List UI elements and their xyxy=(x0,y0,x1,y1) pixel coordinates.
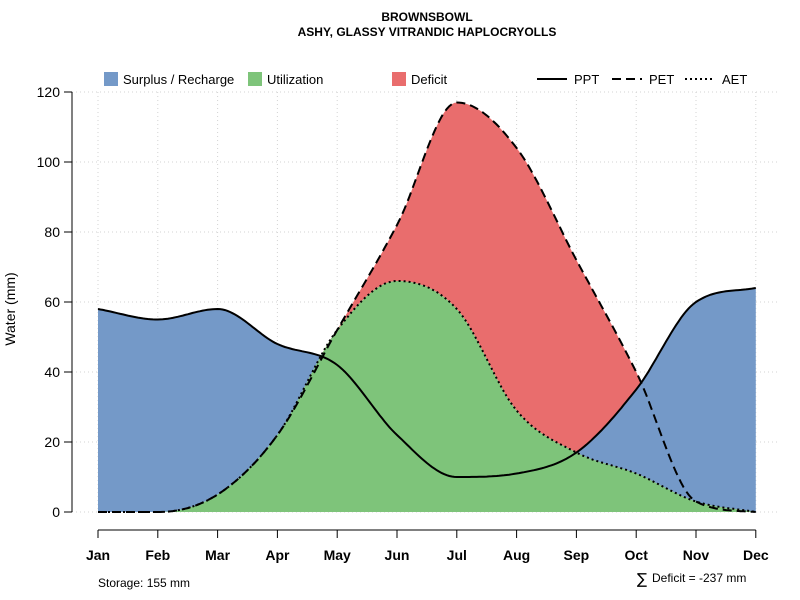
y-tick-label-40: 40 xyxy=(44,364,60,380)
y-tick-label-120: 120 xyxy=(37,84,61,100)
y-axis-label: Water (mm) xyxy=(2,272,18,345)
surplus-recharge-area xyxy=(98,281,756,512)
series-lines xyxy=(97,101,756,513)
legend-label-pet: PET xyxy=(649,72,674,87)
chart-title: BROWNSBOWL xyxy=(381,10,472,24)
x-tick-label-mar: Mar xyxy=(205,547,230,563)
legend-label-deficit: Deficit xyxy=(411,72,448,87)
x-tick-label-sep: Sep xyxy=(564,547,590,563)
deficit-note: Deficit = -237 mm xyxy=(652,571,746,585)
legend-swatch-surplus-recharge xyxy=(104,72,118,86)
y-tick-label-0: 0 xyxy=(52,504,60,520)
x-tick-label-oct: Oct xyxy=(625,547,649,563)
legend-label-utilization: Utilization xyxy=(267,72,323,87)
sum-symbol: ∑ xyxy=(637,570,647,588)
legend-label-surplus-recharge: Surplus / Recharge xyxy=(123,72,234,87)
x-tick-label-dec: Dec xyxy=(743,547,769,563)
x-tick-label-jul: Jul xyxy=(447,547,467,563)
x-tick-label-nov: Nov xyxy=(683,547,710,563)
axes: 0 20 40 60 80 100 120 Jan Feb Mar Apr May Jun Jul Aug S… xyxy=(37,84,769,563)
chart-subtitle: ASHY, GLASSY VITRANDIC HAPLOCRYOLLS xyxy=(298,25,557,39)
x-tick-label-jan: Jan xyxy=(86,547,110,563)
y-tick-label-20: 20 xyxy=(44,434,60,450)
x-tick-label-apr: Apr xyxy=(265,547,290,563)
legend-label-ppt: PPT xyxy=(574,72,599,87)
legend-swatch-utilization xyxy=(248,72,262,86)
x-tick-label-aug: Aug xyxy=(503,547,530,563)
legend: Surplus / Recharge Utilization Deficit PPT P… xyxy=(104,72,747,87)
series-line-ppt xyxy=(97,287,756,478)
y-tick-label-60: 60 xyxy=(44,294,60,310)
series-line-pet xyxy=(98,101,756,513)
series-line-aet xyxy=(98,280,756,513)
x-tick-label-feb: Feb xyxy=(145,547,170,563)
storage-note: Storage: 155 mm xyxy=(98,576,190,590)
x-tick-label-may: May xyxy=(324,547,351,563)
y-tick-label-100: 100 xyxy=(37,154,61,170)
deficit-area xyxy=(98,102,756,512)
legend-label-aet: AET xyxy=(722,72,747,87)
y-tick-label-80: 80 xyxy=(44,224,60,240)
x-tick-label-jun: Jun xyxy=(385,547,410,563)
legend-swatch-deficit xyxy=(392,72,406,86)
area-fills xyxy=(98,102,756,512)
